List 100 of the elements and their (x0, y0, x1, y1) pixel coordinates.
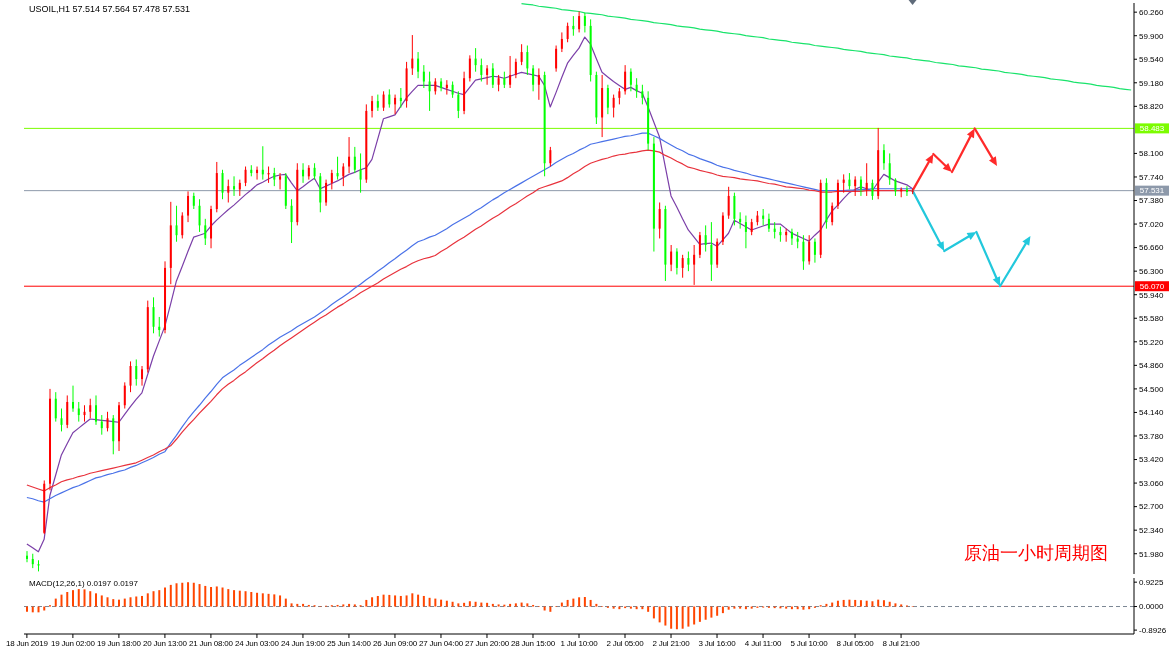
x-tick-label: 24 Jun 19:00 (281, 638, 326, 648)
candlestick (204, 218, 207, 246)
bar (83, 589, 86, 607)
x-tick-label: 3 Jul 16:00 (698, 638, 737, 648)
bar (842, 599, 845, 607)
bar (141, 595, 144, 607)
candlestick (526, 45, 529, 76)
bar (675, 606, 678, 630)
bar (302, 603, 305, 607)
bar (514, 603, 517, 607)
bar (520, 602, 523, 607)
candlestick (537, 67, 540, 101)
y-tick-label: 60.260 (1139, 8, 1165, 17)
candlestick (175, 205, 178, 243)
candlestick (698, 231, 701, 259)
y-tick-label: 0.0000 (1139, 602, 1165, 612)
candlestick (888, 152, 891, 186)
y-tick-label: 54.860 (1139, 361, 1165, 371)
candlestick (641, 84, 644, 105)
candlestick (388, 88, 391, 109)
x-tick-label: 24 Jun 03:00 (234, 638, 280, 648)
candlestick (808, 234, 811, 266)
bar (106, 597, 109, 607)
bar (681, 606, 684, 629)
y-tick-label: 52.700 (1139, 502, 1165, 512)
candlestick (273, 167, 276, 187)
candlestick (813, 237, 816, 264)
candlestick (290, 198, 293, 244)
bar (583, 597, 586, 607)
candlestick (583, 12, 586, 33)
chart-title: USOIL,H1 57.514 57.564 57.478 57.531 (29, 4, 191, 14)
bar (497, 604, 500, 607)
x-tick-label: 18 Jun 2019 (5, 638, 49, 648)
y-tick-label: 57.380 (1139, 196, 1165, 206)
candlestick (474, 47, 477, 73)
bar (210, 586, 213, 607)
bar (95, 593, 98, 607)
candlestick (198, 198, 201, 233)
candlestick (635, 77, 638, 99)
bar (279, 595, 282, 607)
bar (204, 585, 207, 607)
bar (526, 603, 529, 607)
candlestick (578, 11, 581, 33)
y-tick-label: 56.300 (1139, 267, 1165, 277)
candlestick (612, 94, 615, 118)
candlestick (859, 175, 862, 197)
x-tick-label: 5 Jul 10:00 (790, 638, 829, 648)
candlestick (629, 67, 632, 92)
bar (836, 600, 839, 607)
x-tick-label: 27 Jun 04:00 (419, 638, 464, 648)
candlestick (181, 211, 184, 239)
candlestick (704, 224, 707, 253)
bar (60, 594, 63, 607)
bar (284, 598, 287, 607)
x-tick-label: 4 Jul 11:00 (744, 638, 782, 648)
bar (687, 606, 690, 627)
bar (348, 603, 351, 607)
candlestick (831, 201, 834, 226)
y-tick-label: 59.540 (1139, 55, 1165, 65)
bar (865, 600, 868, 607)
bar (112, 599, 115, 607)
y-tick-label: 58.100 (1139, 149, 1165, 159)
bar (158, 590, 161, 607)
candlestick (549, 146, 552, 168)
bar (244, 591, 247, 607)
bar (422, 595, 425, 607)
candlestick (767, 213, 770, 233)
bar (411, 593, 414, 607)
bar (342, 604, 345, 607)
y-tick-label: 55.940 (1139, 290, 1165, 300)
line-series (26, 36, 914, 553)
line-series (520, 3, 1132, 91)
x-tick-label: 27 Jun 20:00 (465, 638, 510, 648)
candlestick (457, 90, 460, 119)
candlestick (382, 90, 385, 112)
x-tick-label: 1 Jul 10:00 (560, 638, 599, 648)
bar (89, 591, 92, 607)
bar (894, 603, 897, 607)
bar (273, 594, 276, 607)
bar (658, 606, 661, 623)
bar (181, 582, 184, 607)
bar (882, 600, 885, 607)
y-tick-label: 53.060 (1139, 478, 1165, 488)
bar (261, 593, 264, 607)
annotation: 原油一小时周期图 (964, 542, 1108, 564)
candlestick (790, 228, 793, 246)
candlestick (658, 201, 661, 239)
candlestick (727, 186, 730, 220)
candlestick (491, 62, 494, 89)
bar (296, 603, 299, 607)
candlestick (836, 179, 839, 210)
bar (877, 599, 880, 607)
candlestick (66, 394, 69, 429)
y-tick-label: 58.820 (1139, 102, 1165, 112)
candlestick (106, 411, 109, 432)
candlestick (882, 143, 885, 171)
bar (192, 582, 195, 607)
bar (595, 603, 598, 607)
candlestick (687, 251, 690, 272)
bar (572, 598, 575, 607)
